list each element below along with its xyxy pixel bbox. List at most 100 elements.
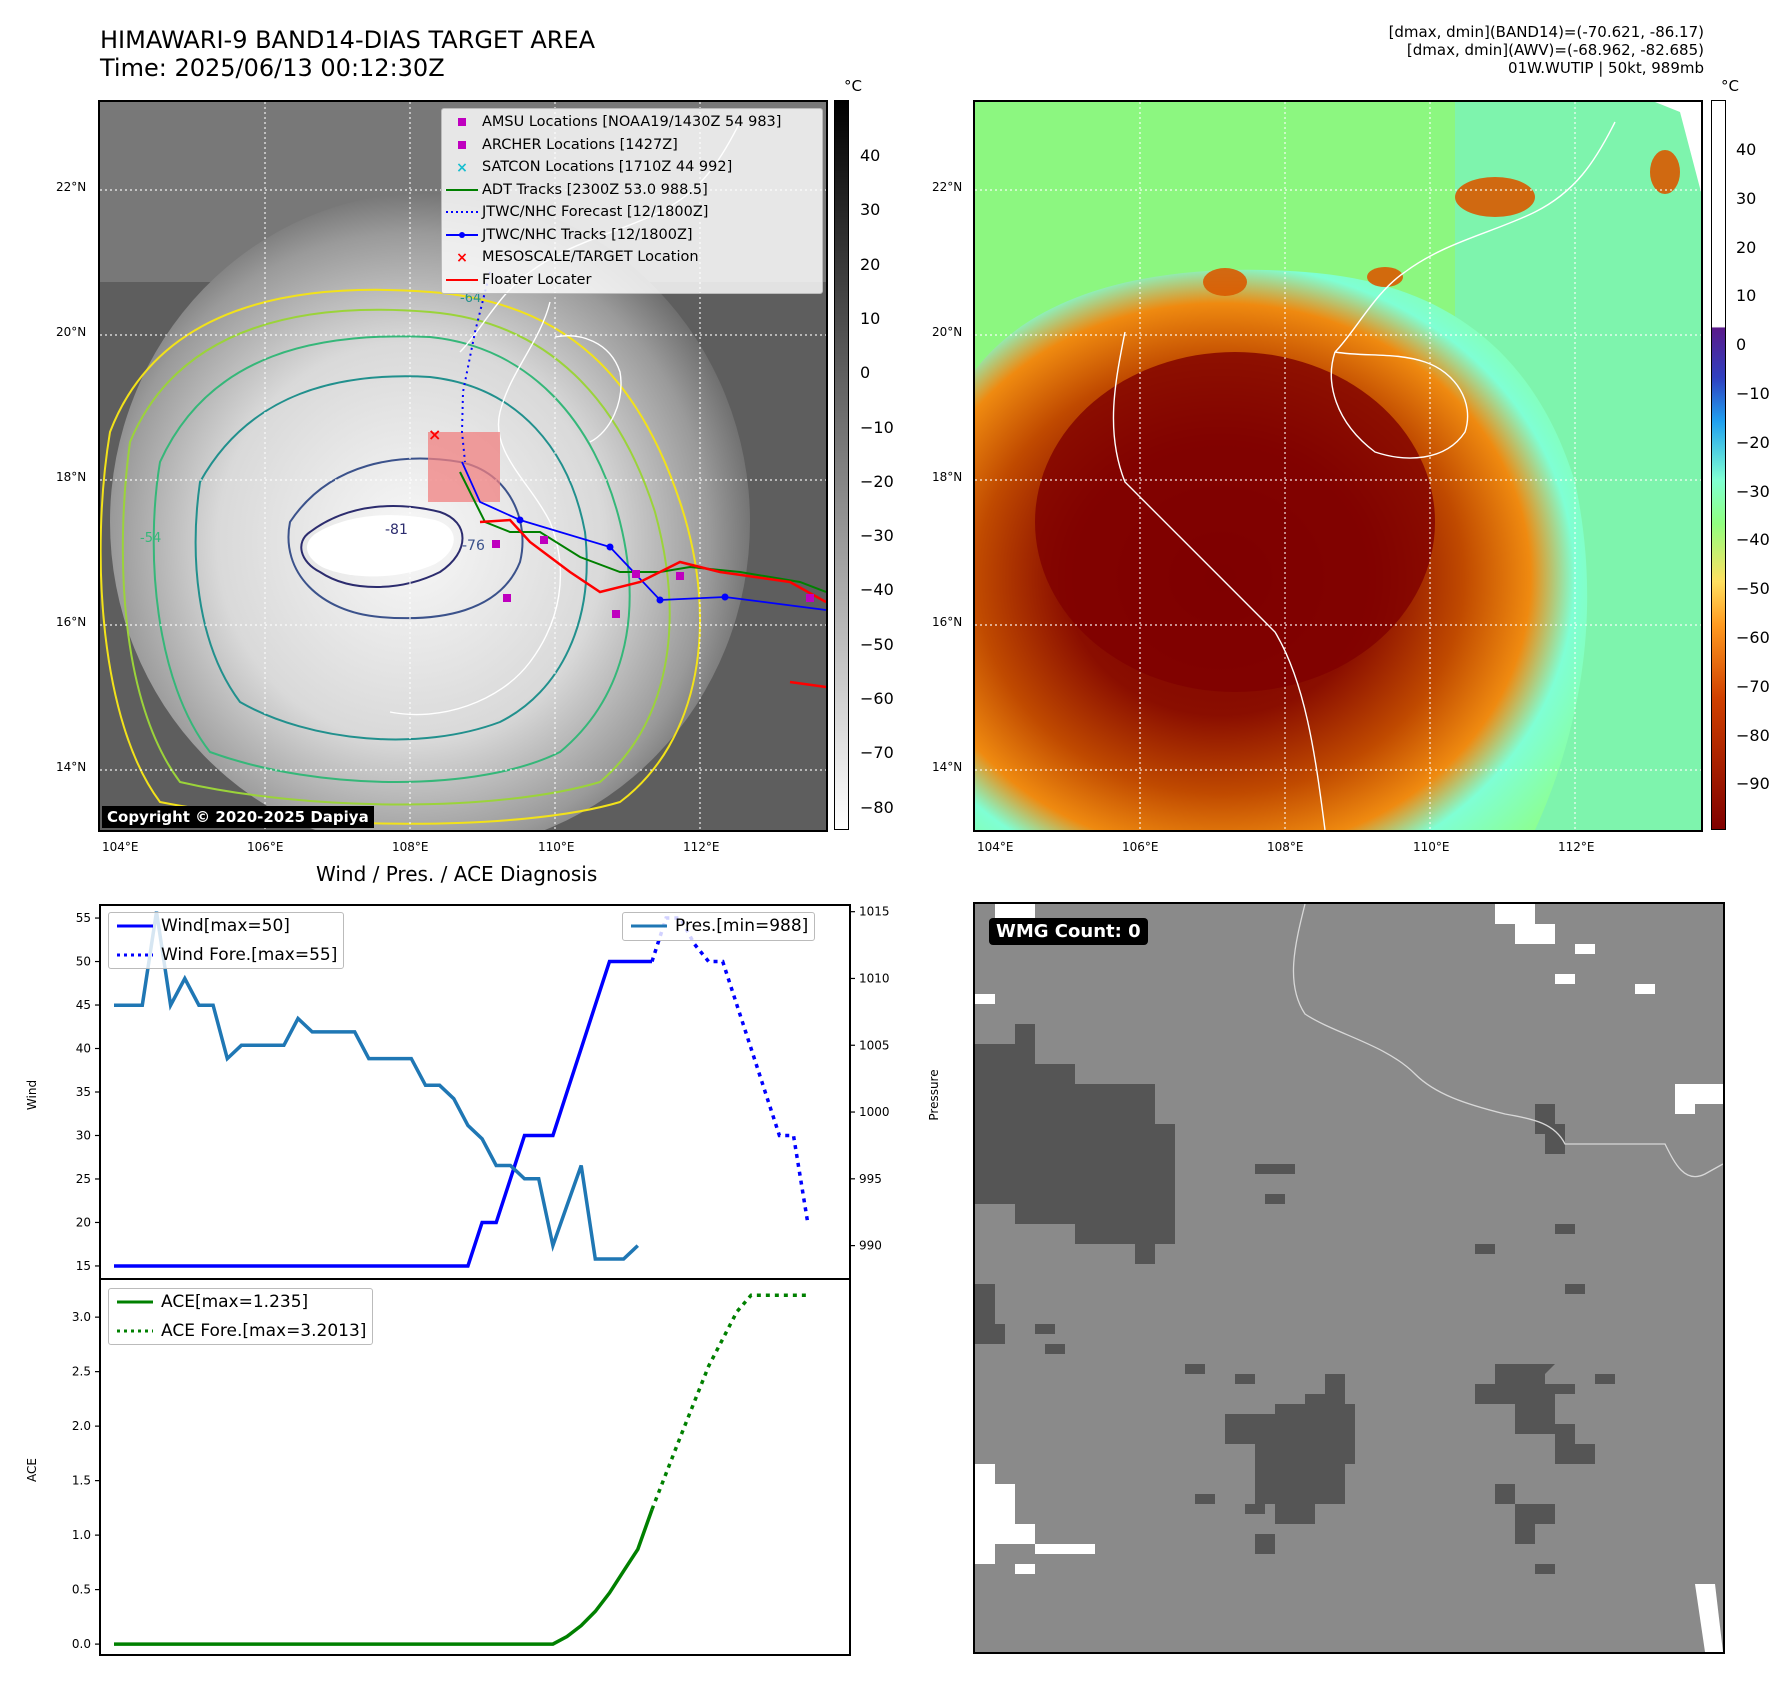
colorbar-tick: −50 [1736,579,1770,599]
wind-tick-label: 35 [76,1085,91,1099]
awv-map-panel [973,100,1703,832]
target-location-marker: × [428,425,441,444]
wind-tick-label: 20 [76,1215,91,1229]
map-legend-label: ARCHER Locations [1427Z] [482,136,678,153]
legend-pressure-line [631,924,667,928]
legend-pressure-label: Pres.[min=988] [675,916,809,937]
series-line-wind-forecast [650,916,810,1223]
colorbar-tick: −50 [860,634,894,654]
wind-tick-label: 40 [76,1042,91,1056]
lon-label-108: 108°E [392,840,429,854]
lat-label-18: 18°N [56,470,87,484]
colorbar-tick: −70 [860,743,894,763]
colorbar-tick: −70 [1736,676,1770,696]
series-line-pressure [114,911,640,1261]
map-legend-item: AMSU Locations [NOAA19/1430Z 54 983] [442,111,822,134]
awv-lat-label-14: 14°N [932,760,963,774]
colorbar-tick: −40 [860,580,894,600]
lat-label-20: 20°N [56,325,87,339]
colorbar-tick: 30 [1736,188,1757,208]
pressure-tick-label: 1015 [859,905,890,919]
diagnosis-chart: Wind Pressure ACE 55 50 45 40 35 30 25 20 15 1015… [25,904,941,1656]
legend-wind-fore-line [117,953,153,957]
colorbar-tick: −90 [1736,774,1770,794]
map-legend-label: SATCON Locations [1710Z 44 992] [482,159,733,176]
pressure-tick-label: 1005 [859,1038,890,1052]
awv-lon-label-112: 112°E [1558,840,1595,854]
legend-wind-fore-label: Wind Fore.[max=55] [161,944,338,965]
series-line-ace [114,1508,654,1646]
pressure-tick-label: 1000 [859,1105,890,1119]
ace-axes [99,1278,851,1656]
colorbar-tick: 10 [1736,286,1757,306]
map-legend-symbol [446,278,478,281]
map-legend-symbol: × [456,160,468,176]
contour-label-64: -64 [460,291,481,306]
lon-label-104: 104°E [102,840,139,854]
legend-wind-line [117,924,153,928]
diagnosis-title: Wind / Pres. / ACE Diagnosis [316,862,598,886]
map-legend-label: ADT Tracks [2300Z 53.0 988.5] [482,181,708,198]
contour-label-76: -76 [462,538,485,554]
pressure-tick-label: 990 [859,1239,882,1253]
legend-ace-fore-label: ACE Fore.[max=3.2013] [161,1320,367,1341]
map-legend-label: Floater Locater [482,271,592,288]
wind-axis-label: Wind [25,1080,39,1110]
title-line-2: Time: 2025/06/13 00:12:30Z [100,54,445,82]
map-legend-item: JTWC/NHC Tracks [12/1800Z] [442,224,822,247]
colorbar-tick: −30 [860,526,894,546]
legend-ace-fore: ACE Fore.[max=3.2013] [115,1320,366,1343]
wind-legend: Wind[max=50] Wind Fore.[max=55] [108,912,345,969]
awv-lat-label-20: 20°N [932,325,963,339]
awv-lat-label-18: 18°N [932,470,963,484]
map-legend-symbol [446,231,478,238]
colorbar-tick: −10 [1736,384,1770,403]
map-legend-symbol [458,118,466,127]
colorbar-tick: −30 [1736,481,1770,501]
figure-title: HIMAWARI-9 BAND14-DIAS TARGET AREA Time:… [100,26,595,82]
wind-tick-label: 50 [76,955,91,969]
legend-wind-label: Wind[max=50] [161,916,290,937]
colorbar-tick: 0 [860,363,871,383]
ace-tick-label: 1.0 [72,1528,91,1542]
colorbar-tick: −40 [1736,530,1770,550]
lon-label-106: 106°E [247,840,284,854]
ace-legend: ACE[max=1.235] ACE Fore.[max=3.2013] [108,1288,374,1345]
map-legend: AMSU Locations [NOAA19/1430Z 54 983] ARCH… [441,108,823,294]
wmg-count-label: WMG Count: 0 [989,918,1148,945]
legend-pressure: Pres.[min=988] [629,915,808,938]
lat-label-14: 14°N [56,760,87,774]
map-legend-symbol [458,140,466,149]
svg-text:×: × [456,160,468,176]
colorbar-tick: 40 [860,146,881,165]
series-line-wind [114,959,652,1268]
title-line-1: HIMAWARI-9 BAND14-DIAS TARGET AREA [100,26,596,54]
ace-axis-label: ACE [25,1458,39,1482]
colorbar-tick: 20 [1736,237,1757,257]
awv-lon-label-108: 108°E [1267,840,1304,854]
legend-wind-fore: Wind Fore.[max=55] [115,944,337,967]
awv-lat-label-22: 22°N [932,180,963,194]
colorbar-tick: 40 [1736,140,1757,159]
wind-tick-label: 30 [76,1128,91,1142]
awv-lat-label-16: 16°N [932,615,963,629]
ir-colorbar [834,100,849,830]
lat-label-22: 22°N [56,180,87,194]
series-line-ace-forecast [650,1293,808,1511]
info-line-3: 01W.WUTIP | 50kt, 989mb [1508,59,1704,77]
colorbar-tick: 30 [860,200,881,220]
map-legend-item: × SATCON Locations [1710Z 44 992] [442,156,822,179]
ace-tick-label: 0.5 [72,1583,91,1597]
map-legend-label: JTWC/NHC Forecast [12/1800Z] [482,204,709,221]
map-legend-item: JTWC/NHC Forecast [12/1800Z] [442,201,822,224]
contour-label-54: -54 [140,531,161,546]
wind-tick-label: 55 [76,911,91,925]
pressure-legend: Pres.[min=988] [622,912,816,941]
wind-tick-label: 15 [76,1259,91,1273]
map-legend-symbol [446,211,478,214]
wmg-map [975,904,1723,1652]
legend-ace-label: ACE[max=1.235] [161,1292,309,1313]
awv-map [975,102,1701,830]
legend-wind: Wind[max=50] [115,915,337,938]
colorbar-tick: −20 [860,471,894,491]
